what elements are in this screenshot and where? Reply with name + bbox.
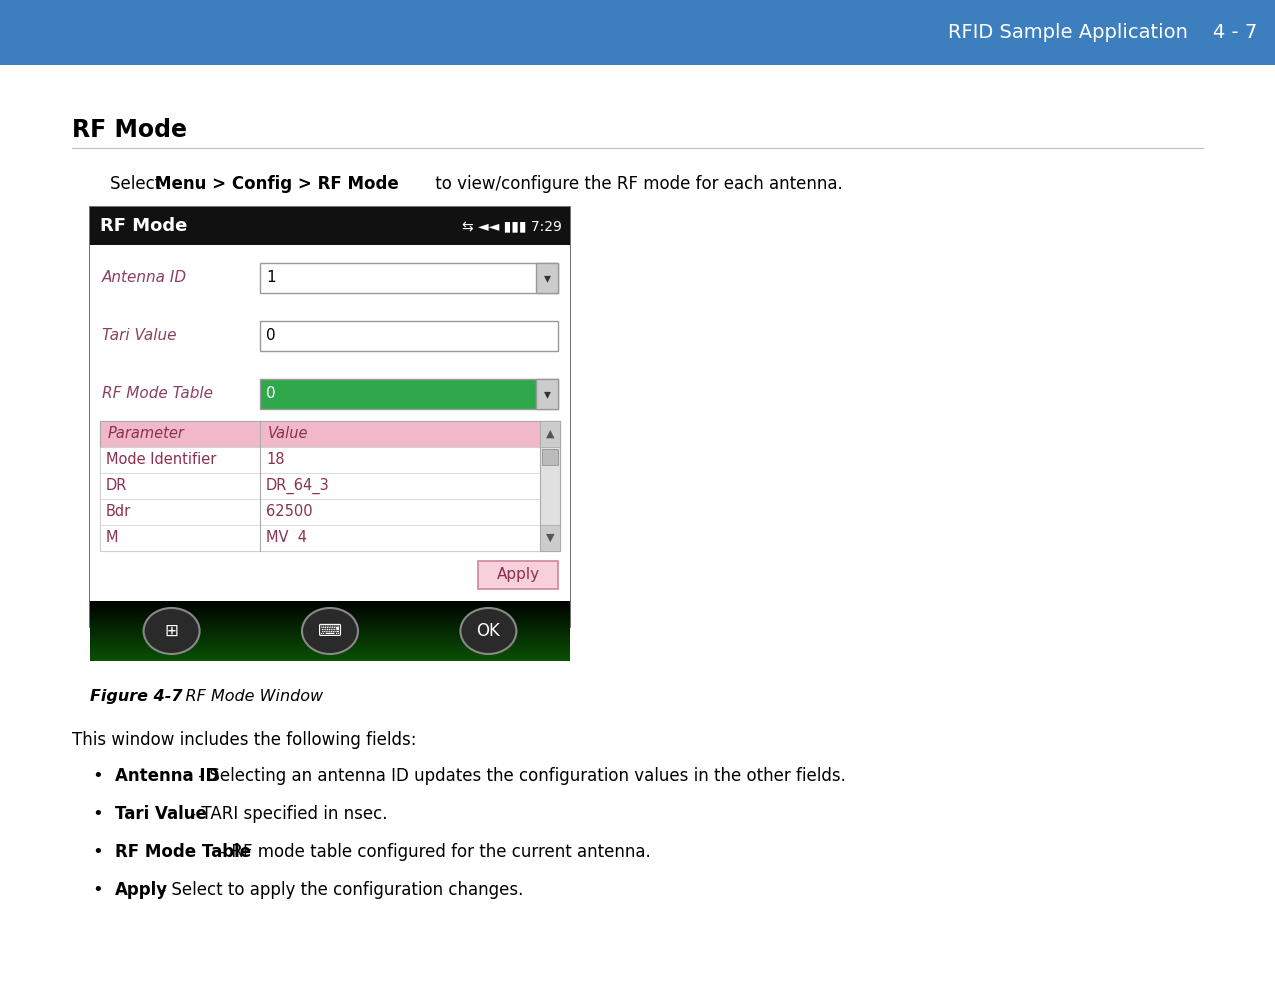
Text: - Selecting an antenna ID updates the configuration values in the other fields.: - Selecting an antenna ID updates the co… [193, 767, 845, 785]
Text: 18: 18 [266, 453, 284, 467]
Bar [91, 628, 570, 631]
Text: •: • [93, 881, 103, 899]
Text: Value: Value [268, 427, 309, 442]
Text: to view/configure the RF mode for each antenna.: to view/configure the RF mode for each a… [430, 175, 843, 193]
Bar [91, 614, 570, 617]
Text: •: • [93, 805, 103, 823]
Bar [91, 649, 570, 651]
Bar [91, 612, 570, 615]
Text: Tari Value: Tari Value [115, 805, 207, 823]
Bar [99, 421, 560, 447]
Text: ⌨: ⌨ [317, 622, 342, 640]
Text: Apply: Apply [496, 568, 539, 583]
Bar [260, 263, 558, 293]
Bar [541, 421, 560, 551]
Text: •: • [93, 767, 103, 785]
Bar [99, 473, 541, 499]
Bar [91, 606, 570, 609]
Bar [91, 620, 570, 623]
Text: MV  4: MV 4 [266, 530, 307, 545]
Text: RFID Sample Application    4 - 7: RFID Sample Application 4 - 7 [947, 23, 1257, 42]
Text: ▲: ▲ [546, 429, 555, 439]
Text: RF Mode Table: RF Mode Table [115, 843, 251, 861]
Text: Parameter: Parameter [108, 427, 185, 442]
Bar [91, 635, 570, 637]
Bar [91, 245, 570, 627]
Text: 62500: 62500 [266, 505, 312, 520]
Text: ⊞: ⊞ [164, 622, 178, 640]
Text: Antenna ID: Antenna ID [115, 767, 219, 785]
Bar [99, 525, 541, 551]
Bar [260, 321, 558, 351]
Bar [99, 421, 560, 551]
Bar [91, 624, 570, 627]
Bar [91, 645, 570, 647]
Bar [91, 659, 570, 661]
Bar [91, 610, 570, 613]
Text: DR: DR [106, 478, 128, 494]
Bar [536, 379, 558, 409]
Bar [91, 651, 570, 653]
Bar [91, 616, 570, 619]
Bar [260, 379, 558, 409]
Ellipse shape [460, 608, 516, 654]
Text: - RF mode table configured for the current antenna.: - RF mode table configured for the curre… [215, 843, 650, 861]
Bar [91, 602, 570, 605]
Bar [91, 207, 570, 245]
Bar [91, 655, 570, 657]
Text: This window includes the following fields:: This window includes the following field… [71, 731, 417, 749]
Bar [91, 643, 570, 645]
Bar [91, 632, 570, 635]
Text: 1: 1 [266, 270, 275, 286]
Bar [91, 207, 570, 627]
Bar [91, 626, 570, 629]
Bar [91, 600, 570, 603]
Ellipse shape [302, 608, 358, 654]
Bar [91, 641, 570, 643]
Bar [91, 637, 570, 639]
Bar [536, 263, 558, 293]
Bar [91, 639, 570, 641]
Text: Select: Select [110, 175, 167, 193]
Text: ▾: ▾ [543, 387, 551, 401]
Text: Figure 4-7: Figure 4-7 [91, 689, 182, 704]
Bar [91, 622, 570, 625]
Text: RF Mode Table: RF Mode Table [102, 387, 213, 401]
Text: ▼: ▼ [546, 533, 555, 543]
Text: DR_64_3: DR_64_3 [266, 478, 330, 494]
Ellipse shape [144, 608, 200, 654]
Text: ⇆ ◄◄ ▮▮▮ 7:29: ⇆ ◄◄ ▮▮▮ 7:29 [462, 219, 562, 233]
Text: •: • [93, 843, 103, 861]
Text: M: M [106, 530, 119, 545]
Text: RF Mode Window: RF Mode Window [164, 689, 323, 704]
Text: Apply: Apply [115, 881, 168, 899]
Text: Mode Identifier: Mode Identifier [106, 453, 217, 467]
Text: Antenna ID: Antenna ID [102, 270, 187, 286]
Bar [91, 647, 570, 649]
Bar [91, 657, 570, 659]
Text: 0: 0 [266, 328, 275, 343]
Bar [91, 608, 570, 611]
Text: RF Mode: RF Mode [99, 217, 187, 235]
Bar [99, 499, 541, 525]
Bar [542, 449, 558, 465]
Bar [91, 653, 570, 655]
Text: - Select to apply the configuration changes.: - Select to apply the configuration chan… [156, 881, 523, 899]
Bar [99, 447, 541, 473]
Text: RF Mode: RF Mode [71, 118, 187, 142]
Bar [541, 421, 560, 447]
Bar [478, 561, 558, 589]
Text: Bdr: Bdr [106, 505, 131, 520]
Bar [91, 604, 570, 607]
Bar [91, 630, 570, 633]
Text: - TARI specified in nsec.: - TARI specified in nsec. [185, 805, 388, 823]
Text: Tari Value: Tari Value [102, 328, 176, 343]
Bar [541, 525, 560, 551]
Bar [0, 0, 1275, 65]
Text: OK: OK [477, 622, 500, 640]
Text: ▾: ▾ [543, 271, 551, 285]
Text: Menu > Config > RF Mode: Menu > Config > RF Mode [156, 175, 399, 193]
Bar [91, 618, 570, 621]
Text: 0: 0 [266, 387, 275, 401]
